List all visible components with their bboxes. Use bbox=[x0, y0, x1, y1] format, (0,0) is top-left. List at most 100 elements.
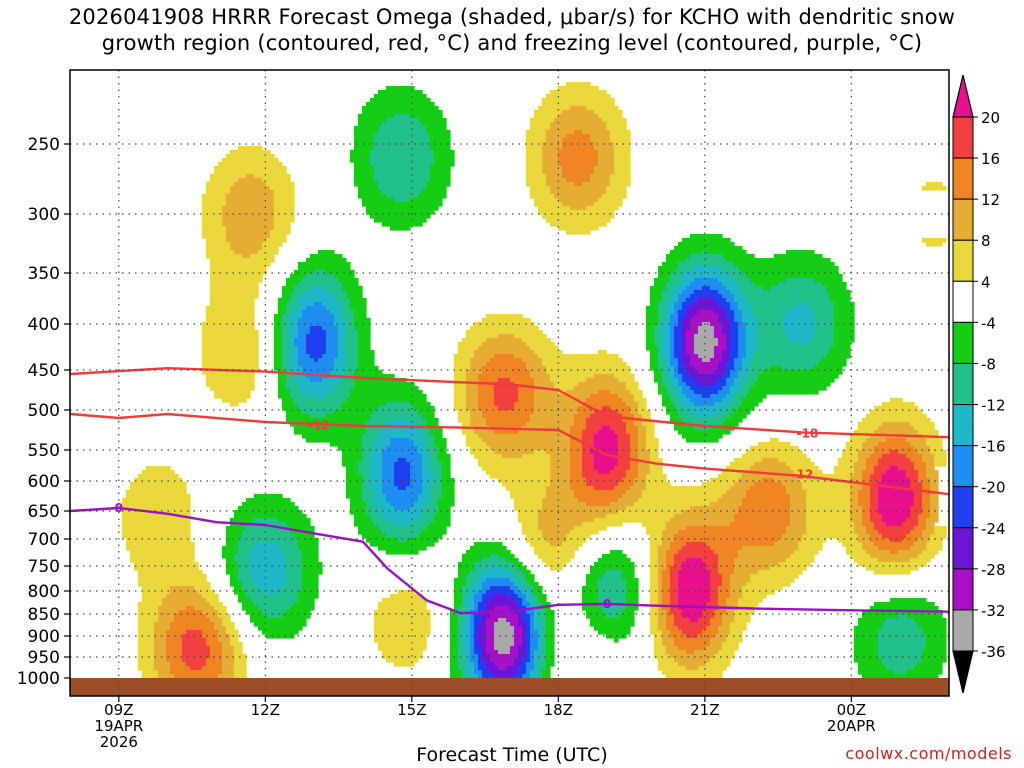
omega-cell bbox=[330, 370, 343, 375]
omega-cell bbox=[222, 210, 275, 215]
omega-cell bbox=[730, 390, 739, 395]
omega-cell bbox=[126, 490, 187, 495]
omega-cell bbox=[298, 546, 319, 551]
omega-cell bbox=[730, 622, 747, 627]
omega-cell bbox=[226, 202, 275, 207]
omega-cell bbox=[614, 162, 631, 167]
omega-cell bbox=[654, 342, 663, 347]
omega-cell bbox=[434, 514, 451, 519]
omega-cell bbox=[442, 478, 455, 483]
omega-cell bbox=[454, 602, 463, 607]
omega-cell bbox=[730, 414, 747, 419]
omega-cell bbox=[538, 646, 543, 651]
omega-cell bbox=[326, 342, 339, 347]
omega-cell bbox=[362, 446, 375, 451]
omega-cell bbox=[494, 646, 511, 651]
omega-cell bbox=[342, 454, 363, 459]
omega-cell bbox=[930, 534, 947, 539]
omega-cell bbox=[650, 286, 667, 291]
omega-cell bbox=[382, 426, 419, 431]
omega-cell bbox=[522, 642, 527, 647]
omega-cell bbox=[174, 618, 211, 623]
omega-cell bbox=[474, 614, 483, 619]
omega-cell bbox=[710, 322, 723, 327]
omega-cell bbox=[482, 410, 535, 415]
omega-cell bbox=[854, 638, 879, 643]
omega-cell bbox=[870, 518, 883, 523]
omega-cell bbox=[466, 386, 479, 391]
omega-cell bbox=[458, 646, 463, 651]
omega-cell bbox=[630, 434, 639, 439]
site-credit[interactable]: coolwx.com/models bbox=[845, 744, 1012, 763]
omega-cell bbox=[910, 510, 923, 515]
omega-cell bbox=[710, 394, 727, 399]
omega-cell bbox=[806, 494, 851, 499]
omega-cell bbox=[678, 430, 731, 435]
omega-cell bbox=[298, 346, 307, 351]
omega-cell bbox=[542, 674, 551, 679]
omega-cell bbox=[354, 382, 415, 387]
omega-cell bbox=[378, 510, 423, 515]
omega-cell bbox=[926, 438, 943, 443]
omega-cell bbox=[434, 438, 447, 443]
omega-cell bbox=[678, 294, 691, 299]
omega-cell bbox=[538, 666, 547, 671]
omega-cell bbox=[666, 318, 671, 323]
omega-cell bbox=[682, 510, 739, 515]
omega-cell bbox=[878, 482, 911, 487]
omega-cell bbox=[770, 438, 779, 443]
omega-cell bbox=[930, 510, 939, 515]
omega-cell bbox=[718, 590, 731, 595]
omega-cell bbox=[682, 302, 695, 307]
omega-cell bbox=[210, 282, 259, 287]
omega-cell bbox=[462, 670, 467, 675]
omega-cell bbox=[466, 406, 479, 411]
omega-cell bbox=[430, 498, 439, 503]
omega-cell bbox=[682, 402, 695, 407]
omega-cell bbox=[450, 666, 459, 671]
omega-cell bbox=[286, 610, 311, 615]
omega-cell bbox=[354, 386, 419, 391]
omega-cell bbox=[326, 346, 339, 351]
omega-cell bbox=[666, 646, 679, 651]
omega-cell bbox=[322, 302, 339, 307]
omega-cell bbox=[262, 610, 287, 615]
omega-cell bbox=[494, 674, 515, 679]
omega-cell bbox=[366, 206, 439, 211]
omega-cell bbox=[470, 586, 483, 591]
omega-cell bbox=[706, 562, 719, 567]
omega-cell bbox=[614, 142, 631, 147]
omega-cell bbox=[346, 494, 363, 499]
omega-cell bbox=[214, 390, 251, 395]
omega-cell bbox=[326, 330, 339, 335]
omega-cell bbox=[438, 454, 451, 459]
omega-cell bbox=[170, 586, 195, 591]
omega-cell bbox=[294, 426, 367, 431]
omega-cell bbox=[630, 442, 639, 447]
omega-cell bbox=[798, 342, 807, 347]
y-tick-label-650: 650 bbox=[28, 502, 60, 522]
omega-cell bbox=[570, 426, 587, 431]
omega-cell bbox=[490, 654, 519, 659]
omega-cell bbox=[682, 566, 707, 571]
omega-cell bbox=[702, 630, 719, 635]
omega-cell bbox=[678, 314, 687, 319]
omega-cell bbox=[274, 318, 283, 323]
omega-cell bbox=[654, 634, 663, 639]
omega-cell bbox=[290, 394, 307, 399]
omega-cell bbox=[338, 354, 347, 359]
omega-cell bbox=[478, 574, 515, 579]
omega-cell bbox=[490, 358, 523, 363]
omega-cell bbox=[570, 466, 583, 471]
omega-cell bbox=[866, 526, 875, 531]
omega-cell bbox=[618, 482, 635, 487]
omega-cell bbox=[302, 390, 335, 395]
omega-cell bbox=[274, 210, 295, 215]
omega-cell bbox=[582, 434, 595, 439]
omega-cell bbox=[202, 358, 259, 363]
omega-cell bbox=[478, 386, 495, 391]
omega-cell bbox=[782, 318, 815, 323]
omega-cell bbox=[874, 466, 891, 471]
omega-cell bbox=[886, 470, 907, 475]
omega-cell bbox=[658, 270, 675, 275]
